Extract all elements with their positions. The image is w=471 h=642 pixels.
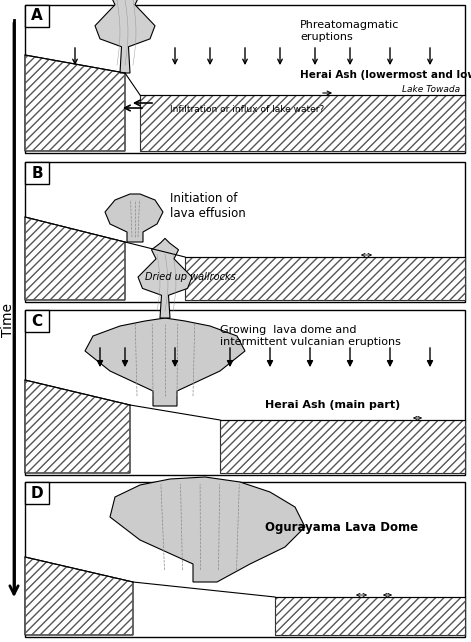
Text: Phreatomagmatic
eruptions: Phreatomagmatic eruptions — [300, 20, 399, 42]
Polygon shape — [25, 217, 125, 300]
Polygon shape — [25, 55, 125, 151]
Polygon shape — [275, 597, 465, 635]
Bar — [25, 162, 49, 184]
Text: Herai Ash (lowermost and lower parts): Herai Ash (lowermost and lower parts) — [300, 70, 471, 80]
Bar — [25, 310, 465, 475]
Bar — [25, 5, 465, 153]
Polygon shape — [110, 477, 305, 582]
Text: D: D — [31, 485, 43, 501]
Text: Herai Ash (main part): Herai Ash (main part) — [265, 400, 400, 410]
Bar — [25, 162, 465, 302]
Polygon shape — [105, 194, 163, 242]
Text: Infiltration or influx of lake water?: Infiltration or influx of lake water? — [170, 105, 324, 114]
Polygon shape — [140, 95, 465, 151]
Bar — [25, 482, 465, 637]
Bar — [25, 482, 49, 504]
Bar — [25, 310, 49, 332]
Text: Time: Time — [1, 303, 15, 337]
Text: C: C — [32, 313, 42, 329]
Polygon shape — [185, 257, 465, 300]
Text: Ogurayama Lava Dome: Ogurayama Lava Dome — [265, 521, 418, 534]
Bar — [25, 5, 49, 27]
Text: Dried up wallrocks: Dried up wallrocks — [145, 272, 236, 282]
Text: Initiation of
lava effusion: Initiation of lava effusion — [170, 192, 246, 220]
Polygon shape — [220, 420, 465, 473]
Text: B: B — [31, 166, 43, 180]
Text: A: A — [31, 8, 43, 24]
Polygon shape — [138, 238, 192, 318]
Polygon shape — [25, 557, 133, 635]
Text: Growing  lava dome and
intermittent vulcanian eruptions: Growing lava dome and intermittent vulca… — [220, 325, 401, 347]
Text: Lake Towada: Lake Towada — [402, 85, 460, 94]
Polygon shape — [25, 380, 130, 473]
Polygon shape — [85, 318, 245, 406]
Polygon shape — [95, 0, 155, 73]
